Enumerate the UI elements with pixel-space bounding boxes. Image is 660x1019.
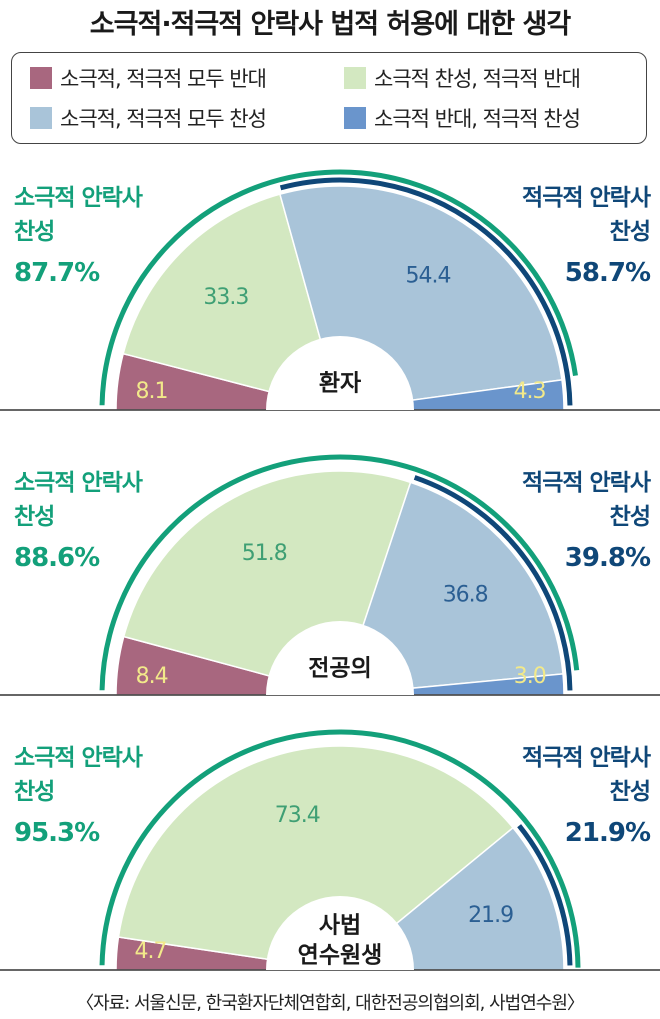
value-label-g1-s2: 36.8 xyxy=(443,582,488,607)
value-label-g2-s1: 73.4 xyxy=(275,803,320,828)
legend-label-both-favor: 소극적, 적극적 모두 찬성 xyxy=(60,107,267,131)
value-label-g1-s0: 8.4 xyxy=(136,664,168,689)
group-name-g1-l0: 전공의 xyxy=(308,656,371,682)
value-label-g1-s3: 3.0 xyxy=(514,664,546,689)
passive-favor-value-g0: 87.7% xyxy=(14,258,100,288)
value-label-g2-s2: 21.9 xyxy=(468,903,513,928)
center-hub-g0 xyxy=(266,336,414,410)
passive-favor-arc-g0 xyxy=(99,169,578,406)
legend-swatch-passive-only xyxy=(344,67,366,89)
active-label-line2-g0: 찬성 xyxy=(610,219,650,245)
legend-swatch-both-oppose xyxy=(30,67,52,89)
legend-item-both-oppose: 소극적, 적극적 모두 반대 xyxy=(30,63,267,93)
group-name-g0-l0: 환자 xyxy=(319,371,361,397)
passive-label-line2-g0: 찬성 xyxy=(14,219,54,245)
value-label-g0-s0: 8.1 xyxy=(136,379,168,404)
value-label-g0-s1: 33.3 xyxy=(203,285,248,310)
source-note: 〈자료: 서울신문, 한국환자단체연합회, 대한전공의협의회, 사법연수원〉 xyxy=(76,993,585,1014)
passive-label-line2-g1: 찬성 xyxy=(14,504,54,530)
passive-favor-arc-g2 xyxy=(99,729,581,968)
legend-swatch-both-favor xyxy=(30,107,52,129)
chart-title: 소극적·적극적 안락사 법적 허용에 대한 생각 xyxy=(89,9,571,40)
passive-label-line1-g2: 소극적 안락사 xyxy=(14,745,143,771)
active-favor-arc-g2 xyxy=(517,824,573,966)
legend-swatch-active-only xyxy=(344,107,366,129)
value-label-g0-s2: 54.4 xyxy=(405,263,450,288)
passive-label-line1-g1: 소극적 안락사 xyxy=(14,470,143,496)
active-favor-value-g0: 58.7% xyxy=(565,258,651,288)
active-label-line1-g2: 적극적 안락사 xyxy=(522,745,651,771)
legend-item-passive-only: 소극적 찬성, 적극적 반대 xyxy=(344,63,581,93)
active-label-line1-g1: 적극적 안락사 xyxy=(522,470,651,496)
value-label-g0-s3: 4.3 xyxy=(514,379,546,404)
active-label-line1-g0: 적극적 안락사 xyxy=(522,185,651,211)
value-label-g2-s0: 4.7 xyxy=(135,939,167,964)
passive-label-line1-g0: 소극적 안락사 xyxy=(14,185,143,211)
center-hub-g2 xyxy=(266,896,414,970)
passive-favor-arc-g1 xyxy=(99,454,580,691)
active-favor-arc-g1 xyxy=(413,475,573,691)
passive-favor-value-g1: 88.6% xyxy=(14,543,100,573)
legend-label-active-only: 소극적 반대, 적극적 찬성 xyxy=(374,107,581,131)
group-name-g2-l0: 사법 xyxy=(319,913,361,939)
legend-item-active-only: 소극적 반대, 적극적 찬성 xyxy=(344,103,581,133)
active-label-line2-g1: 찬성 xyxy=(610,504,650,530)
passive-favor-value-g2: 95.3% xyxy=(14,818,100,848)
active-favor-value-g1: 39.8% xyxy=(565,543,651,573)
value-label-g1-s1: 51.8 xyxy=(242,541,287,566)
group-name-g2-l1: 연수원생 xyxy=(298,943,383,969)
legend-item-both-favor: 소극적, 적극적 모두 찬성 xyxy=(30,103,267,133)
legend-label-passive-only: 소극적 찬성, 적극적 반대 xyxy=(374,67,581,91)
active-favor-arc-g0 xyxy=(279,177,573,406)
legend: 소극적, 적극적 모두 반대 소극적 찬성, 적극적 반대 소극적, 적극적 모… xyxy=(11,52,647,144)
legend-label-both-oppose: 소극적, 적극적 모두 반대 xyxy=(60,67,267,91)
center-hub-g1 xyxy=(266,621,414,695)
active-label-line2-g2: 찬성 xyxy=(610,779,650,805)
passive-label-line2-g2: 찬성 xyxy=(14,779,54,805)
active-favor-value-g2: 21.9% xyxy=(565,818,651,848)
